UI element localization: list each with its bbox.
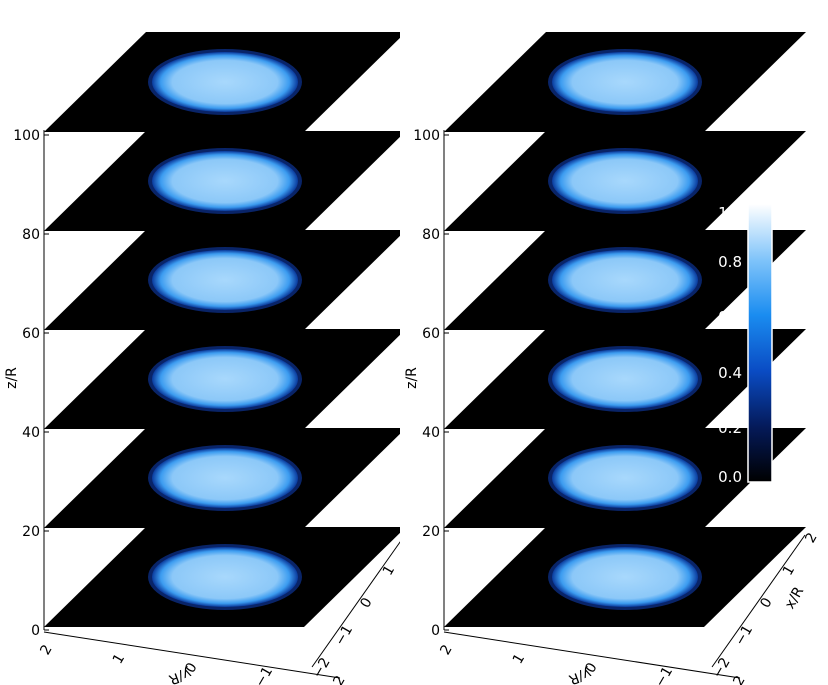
- jet-cross-section: [552, 349, 698, 409]
- z-tick-label: 40: [22, 425, 40, 441]
- colorbar-tick-label: 0.4: [718, 364, 742, 382]
- z-tick-label: 100: [13, 128, 40, 144]
- y-tick-label: 1: [110, 651, 128, 667]
- z-tick-label: 40: [422, 425, 440, 441]
- z-axis-label: z/R: [404, 367, 420, 389]
- jet-cross-section: [152, 448, 298, 508]
- x-axis-line: [711, 534, 806, 668]
- x-axis-label: x/R: [782, 584, 807, 612]
- x-tick-label: 1: [780, 563, 798, 579]
- jet-cross-section: [552, 448, 698, 508]
- jet-cross-section: [152, 52, 298, 112]
- colorbar: 0.0 0.2 0.4 0.6 0.8 1.0: [718, 203, 773, 486]
- colorbar-gradient: [747, 203, 773, 483]
- z-axis-label: z/R: [4, 367, 20, 389]
- colorbar-tick-label: 0.6: [718, 308, 742, 326]
- z-tick-label: 100: [413, 128, 440, 144]
- y-axis-line: [443, 631, 741, 679]
- z-tick-label: 80: [22, 227, 40, 243]
- colorbar-tick-label: 1.0: [718, 204, 742, 222]
- y-tick-label: 1: [510, 651, 528, 667]
- z-tick-label: 20: [22, 524, 40, 540]
- jet-cross-section: [152, 349, 298, 409]
- jet-cross-section: [152, 547, 298, 607]
- z-tick-label: 0: [431, 623, 440, 639]
- colorbar-tick-label: 0.8: [718, 253, 742, 271]
- x-tick-label: 0: [757, 595, 775, 611]
- x-tick-label: 1: [380, 563, 398, 579]
- x-tick-label: −1: [332, 623, 356, 649]
- z-tick-label: 60: [422, 326, 440, 342]
- colorbar-tick-label: 0.2: [718, 419, 742, 437]
- x-tick-label: −2: [709, 655, 733, 681]
- x-tick-label: 0: [357, 595, 375, 611]
- x-tick-label: 2: [802, 530, 820, 546]
- jet-cross-section: [552, 250, 698, 310]
- jet-cross-section: [552, 547, 698, 607]
- jet-cross-section: [152, 250, 298, 310]
- panel-margin: [0, 0, 44, 685]
- jet-cross-section: [152, 151, 298, 211]
- z-tick-label: 60: [22, 326, 40, 342]
- colorbar-tick-label: 0.0: [718, 468, 742, 486]
- jet-cross-section: [552, 52, 698, 112]
- y-axis-line: [43, 631, 341, 679]
- x-tick-label: −1: [732, 623, 756, 649]
- x-tick-label: −2: [309, 655, 333, 681]
- panel-margin: [400, 0, 444, 685]
- jet-cross-section: [552, 151, 698, 211]
- z-tick-label: 20: [422, 524, 440, 540]
- y-axis-label: y/R: [166, 665, 193, 685]
- x-axis-line: [311, 534, 406, 668]
- y-axis-label: y/R: [566, 665, 593, 685]
- y-tick-label: −2: [324, 673, 348, 685]
- z-tick-label: 0: [31, 623, 40, 639]
- y-tick-label: −2: [724, 673, 748, 685]
- z-tick-label: 80: [422, 227, 440, 243]
